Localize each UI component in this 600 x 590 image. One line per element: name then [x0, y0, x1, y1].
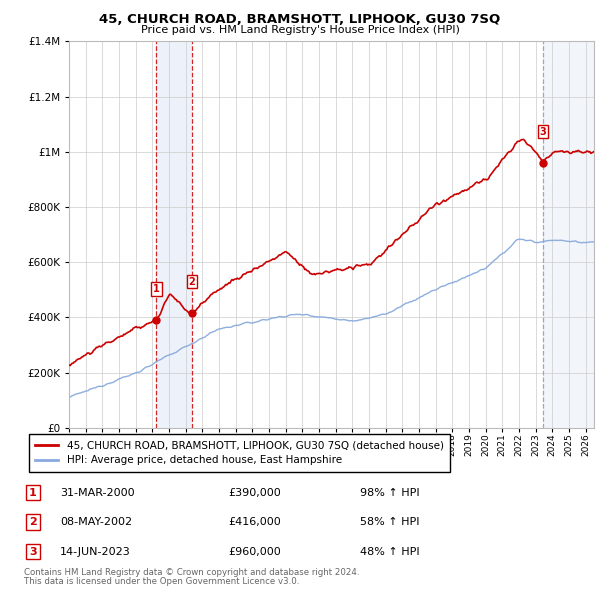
- Bar: [157, 41, 192, 428]
- Text: This data is licensed under the Open Government Licence v3.0.: This data is licensed under the Open Gov…: [24, 578, 299, 586]
- Text: Contains HM Land Registry data © Crown copyright and database right 2024.: Contains HM Land Registry data © Crown c…: [24, 568, 359, 577]
- Text: 2: 2: [29, 517, 37, 527]
- Text: 48% ↑ HPI: 48% ↑ HPI: [360, 547, 419, 556]
- Text: £416,000: £416,000: [228, 517, 281, 527]
- Text: £390,000: £390,000: [228, 488, 281, 497]
- Text: Price paid vs. HM Land Registry's House Price Index (HPI): Price paid vs. HM Land Registry's House …: [140, 25, 460, 35]
- Legend: 45, CHURCH ROAD, BRAMSHOTT, LIPHOOK, GU30 7SQ (detached house), HPI: Average pri: 45, CHURCH ROAD, BRAMSHOTT, LIPHOOK, GU3…: [29, 434, 450, 471]
- Text: 3: 3: [540, 126, 547, 136]
- Text: 3: 3: [29, 547, 37, 556]
- Text: 1: 1: [29, 488, 37, 497]
- Text: 98% ↑ HPI: 98% ↑ HPI: [360, 488, 419, 497]
- Text: 08-MAY-2002: 08-MAY-2002: [60, 517, 132, 527]
- Text: 1: 1: [153, 284, 160, 294]
- Text: 45, CHURCH ROAD, BRAMSHOTT, LIPHOOK, GU30 7SQ: 45, CHURCH ROAD, BRAMSHOTT, LIPHOOK, GU3…: [100, 13, 500, 26]
- Text: 31-MAR-2000: 31-MAR-2000: [60, 488, 134, 497]
- Text: 14-JUN-2023: 14-JUN-2023: [60, 547, 131, 556]
- Text: 58% ↑ HPI: 58% ↑ HPI: [360, 517, 419, 527]
- Bar: [543, 41, 594, 428]
- Text: £960,000: £960,000: [228, 547, 281, 556]
- Bar: [543, 41, 594, 428]
- Text: 2: 2: [188, 277, 195, 287]
